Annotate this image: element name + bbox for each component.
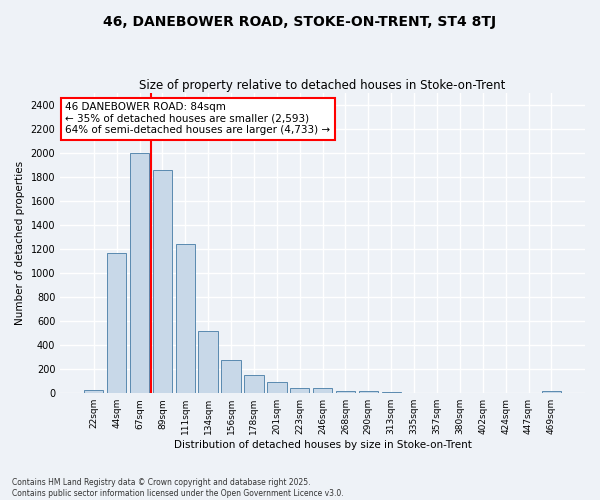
Y-axis label: Number of detached properties: Number of detached properties (15, 161, 25, 325)
Bar (130, 153, 149, 393)
X-axis label: Distribution of detached houses by size in Stoke-on-Trent: Distribution of detached houses by size … (173, 440, 472, 450)
Title: Size of property relative to detached houses in Stoke-on-Trent: Size of property relative to detached ho… (139, 79, 506, 92)
Bar (176, 244, 195, 393)
Bar (382, 392, 401, 393)
Bar (199, 331, 218, 393)
Bar (267, 382, 287, 393)
Bar (290, 388, 310, 393)
Text: Contains HM Land Registry data © Crown copyright and database right 2025.
Contai: Contains HM Land Registry data © Crown c… (12, 478, 344, 498)
Bar (542, 391, 561, 393)
Text: 46, DANEBOWER ROAD, STOKE-ON-TRENT, ST4 8TJ: 46, DANEBOWER ROAD, STOKE-ON-TRENT, ST4 … (103, 15, 497, 29)
Bar (244, 374, 263, 393)
Bar (84, 390, 103, 393)
Bar (519, 392, 538, 393)
Bar (427, 392, 447, 393)
Bar (473, 392, 493, 393)
Bar (450, 392, 470, 393)
Bar (221, 360, 241, 393)
Bar (496, 392, 515, 393)
Bar (313, 388, 332, 393)
Text: 46 DANEBOWER ROAD: 84sqm
← 35% of detached houses are smaller (2,593)
64% of sem: 46 DANEBOWER ROAD: 84sqm ← 35% of detach… (65, 102, 331, 136)
Bar (359, 391, 378, 393)
Bar (152, 170, 172, 393)
Bar (336, 391, 355, 393)
Bar (404, 392, 424, 393)
Bar (107, 253, 127, 393)
